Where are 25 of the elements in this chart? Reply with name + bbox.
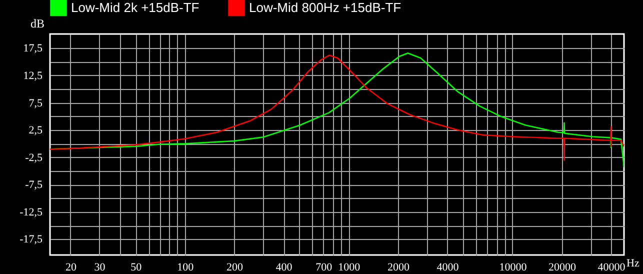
y-tick-label: -12,5 [20, 206, 43, 218]
x-tick-label: 10000 [499, 262, 528, 274]
x-tick-label: 1000 [338, 262, 361, 274]
x-tick-label: 50 [130, 262, 142, 274]
y-tick-label: 12,5 [23, 70, 43, 82]
legend-label: Low-Mid 800Hz +15dB-TF [249, 0, 402, 15]
x-tick-label: 100 [177, 262, 194, 274]
x-tick-label: 400 [276, 262, 293, 274]
x-tick-label: 4000 [436, 262, 460, 274]
y-tick-label: -2,5 [25, 152, 43, 164]
x-tick-label: 200 [226, 262, 244, 274]
x-tick-label: 20000 [548, 262, 576, 274]
y-tick-label: 2,5 [28, 124, 43, 137]
x-tick-label: 2000 [387, 262, 410, 274]
y-tick-label: 7,5 [28, 97, 43, 110]
legend-label: Low-Mid 2k +15dB-TF [71, 0, 200, 15]
y-tick-label: -7,5 [25, 179, 43, 192]
y-tick-label: 17,5 [23, 42, 43, 55]
y-axis-title: dB [30, 16, 45, 30]
x-tick-label: 40000 [598, 262, 626, 274]
y-tick-label: -17,5 [20, 234, 43, 246]
x-tick-label: 20 [65, 262, 77, 274]
x-axis-title: Hz [626, 258, 640, 270]
x-tick-label: 30 [94, 262, 106, 274]
x-tick-label: 700 [316, 262, 333, 274]
